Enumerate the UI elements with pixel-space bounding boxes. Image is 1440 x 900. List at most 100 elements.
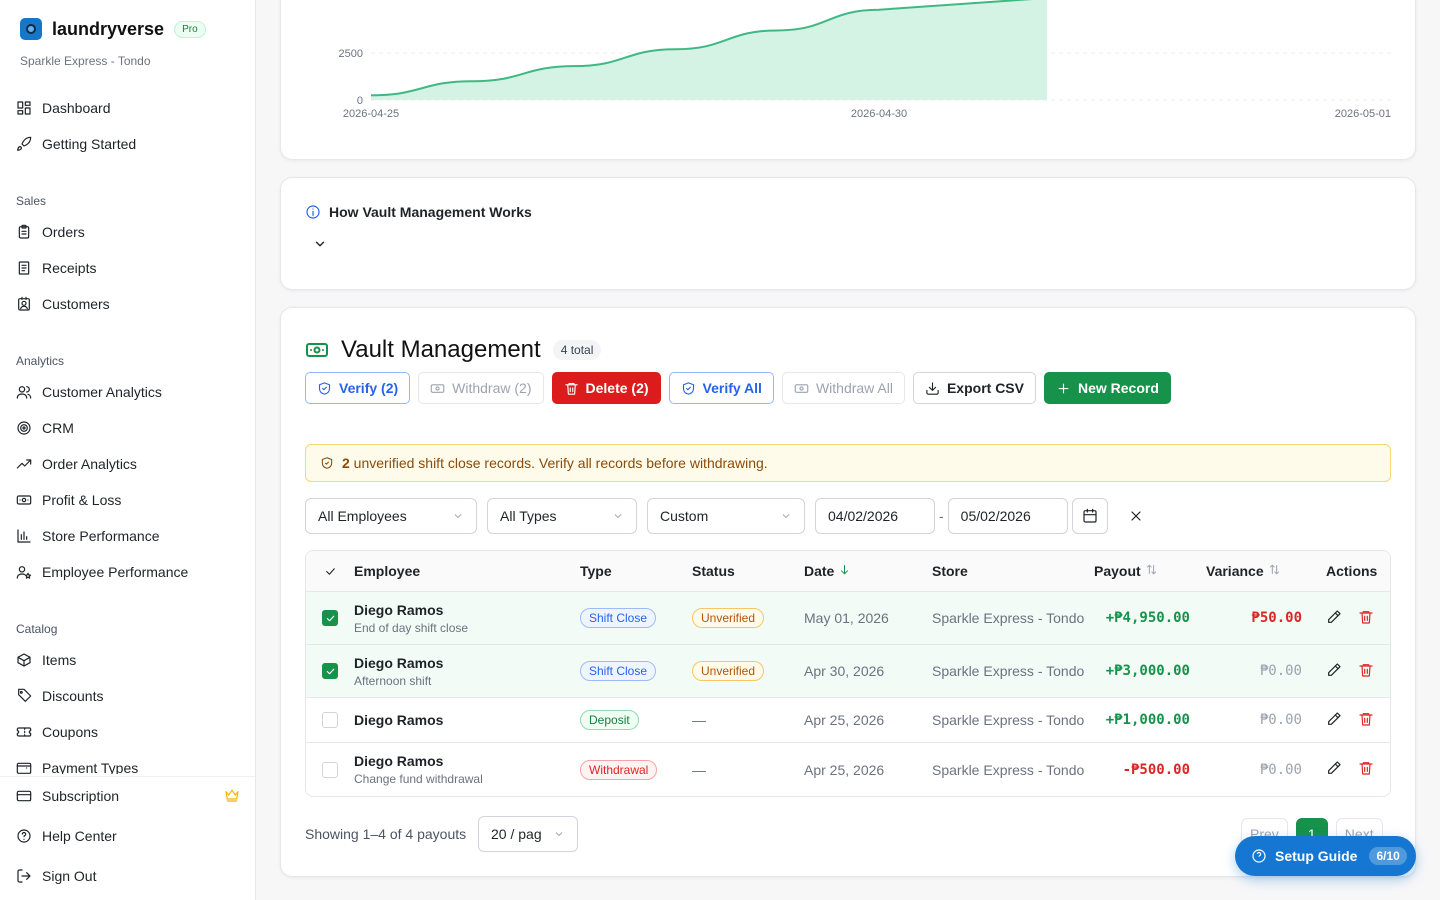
x-tick-label: 2026-05-01 [1335,108,1391,120]
sidebar-item-discounts[interactable]: Discounts [16,686,240,706]
sidebar-item-coupons[interactable]: Coupons [16,722,240,742]
calendar-button[interactable] [1071,498,1108,534]
bar-chart-icon [17,529,31,543]
date-from-input[interactable]: 04/02/2026 [815,498,935,534]
column-payout-sort[interactable]: Payout [1094,551,1158,591]
chart-area [371,0,1047,100]
delete-button[interactable] [1358,711,1374,730]
verify-all-button[interactable]: Verify All [668,372,774,404]
shield-check-icon [682,381,694,395]
contact-icon [18,296,30,311]
sidebar-item-label: Employee Performance [42,564,189,580]
withdraw-selected-button[interactable]: Withdraw (2) [418,372,544,404]
sidebar-item-profit-loss[interactable]: Profit & Loss [16,490,240,510]
arrow-down-icon [834,563,851,579]
employee-name: Diego Ramos [354,712,444,728]
tag-icon [18,688,32,702]
select-all-checkbox[interactable] [322,551,338,591]
column-employee: Employee [354,563,421,579]
delete-button[interactable] [1358,662,1374,681]
edit-button[interactable] [1326,760,1342,779]
sidebar-item-store-performance[interactable]: Store Performance [16,526,240,546]
download-icon [926,381,939,395]
sidebar-item-label: Profit & Loss [42,492,122,508]
credit-card-icon [16,790,32,802]
sidebar-item-subscription[interactable]: Subscription [16,786,240,806]
page-size-select[interactable]: 20 / pag [478,816,578,852]
trending-up-icon [16,459,32,469]
sidebar: laundryverse Pro Sparkle Express - Tondo… [0,0,256,900]
sidebar-item-customer-analytics[interactable]: Customer Analytics [16,382,240,402]
vault-management-card: Vault Management 4 total Verify (2) With… [280,307,1416,877]
row-actions [1326,592,1374,644]
table-row[interactable]: Diego Ramos End of day shift close Shift… [306,592,1390,645]
verify-selected-button[interactable]: Verify (2) [305,372,411,404]
verify-all-label: Verify All [702,380,762,396]
new-record-button[interactable]: New Record [1043,372,1171,404]
delete-button[interactable] [1358,609,1374,628]
date-to-input[interactable]: 05/02/2026 [947,498,1068,534]
row-checkbox[interactable] [322,645,338,697]
delete-selected-button[interactable]: Delete (2) [551,372,661,404]
sidebar-item-help-center[interactable]: Help Center [16,826,240,846]
help-circle-icon [1252,849,1266,863]
brand[interactable]: laundryverse Pro [20,18,206,40]
clear-filters-button[interactable] [1118,498,1154,534]
date-cell: May 01, 2026 [804,610,889,626]
sidebar-item-receipts[interactable]: Receipts [16,258,240,278]
vault-toolbar: Verify (2) Withdraw (2) Delete (2) Verif… [305,372,1171,404]
record-note: End of day shift close [354,620,469,635]
type-filter-select[interactable]: All Types [487,498,637,534]
setup-guide-label: Setup Guide [1275,848,1358,864]
sidebar-divider [0,776,255,777]
record-note: Afternoon shift [354,673,432,688]
trash-icon [1359,610,1373,624]
sidebar-item-crm[interactable]: CRM [16,418,240,438]
edit-button[interactable] [1326,711,1342,730]
x-tick-label: 2026-04-25 [343,108,399,120]
edit-button[interactable] [1326,609,1342,628]
sidebar-item-employee-performance[interactable]: Employee Performance [16,562,240,582]
chevron-down-icon [454,514,462,519]
chevron-down-icon[interactable] [313,237,327,254]
sidebar-item-orders[interactable]: Orders [16,222,240,242]
export-csv-button[interactable]: Export CSV [912,372,1036,404]
setup-guide-button[interactable]: Setup Guide 6/10 [1235,836,1416,876]
pencil-icon [1328,711,1341,725]
sidebar-item-dashboard[interactable]: Dashboard [16,98,240,118]
y-tick-label: 2500 [339,48,363,60]
date-range-select[interactable]: Custom [647,498,805,534]
date-cell: Apr 30, 2026 [804,663,885,679]
row-checkbox[interactable] [322,698,338,742]
withdraw-all-button[interactable]: Withdraw All [781,372,905,404]
sidebar-item-getting-started[interactable]: Getting Started [16,134,240,154]
column-variance-sort[interactable]: Variance [1206,551,1281,591]
sidebar-item-payment-types[interactable]: Payment Types [16,758,240,774]
column-date-sort[interactable]: Date [804,551,851,591]
column-type: Type [580,563,612,579]
table-row[interactable]: Diego Ramos Afternoon shift Shift Close … [306,645,1390,698]
receipt-icon [18,261,30,275]
employee-name: Diego Ramos [354,753,444,769]
status-badge: Unverified [692,608,765,628]
row-actions [1326,645,1374,697]
row-checkbox[interactable] [322,743,338,796]
row-checkbox[interactable] [322,592,338,644]
how-it-works-toggle[interactable]: How Vault Management Works [305,204,532,220]
table-header: Employee Type Status Date Store Payout V… [306,551,1390,592]
sidebar-item-label: Payment Types [42,760,139,774]
delete-selected-label: Delete (2) [585,380,649,396]
edit-button[interactable] [1326,662,1342,681]
table-row[interactable]: Diego Ramos Deposit — Apr 25, 2026 Spark… [306,698,1390,743]
sidebar-item-sign-out[interactable]: Sign Out [16,866,240,886]
sidebar-item-order-analytics[interactable]: Order Analytics [16,454,240,474]
store-name[interactable]: Sparkle Express - Tondo [20,54,151,68]
how-it-works-card: How Vault Management Works [280,177,1416,290]
info-icon [306,205,320,219]
sidebar-item-items[interactable]: Items [16,650,240,670]
sidebar-item-customers[interactable]: Customers [16,294,240,314]
delete-button[interactable] [1358,760,1374,779]
employee-filter-select[interactable]: All Employees [305,498,477,534]
table-row[interactable]: Diego Ramos Change fund withdrawal Withd… [306,743,1390,796]
filters-bar: All Employees All Types Custom 04/02/202… [305,498,1154,534]
